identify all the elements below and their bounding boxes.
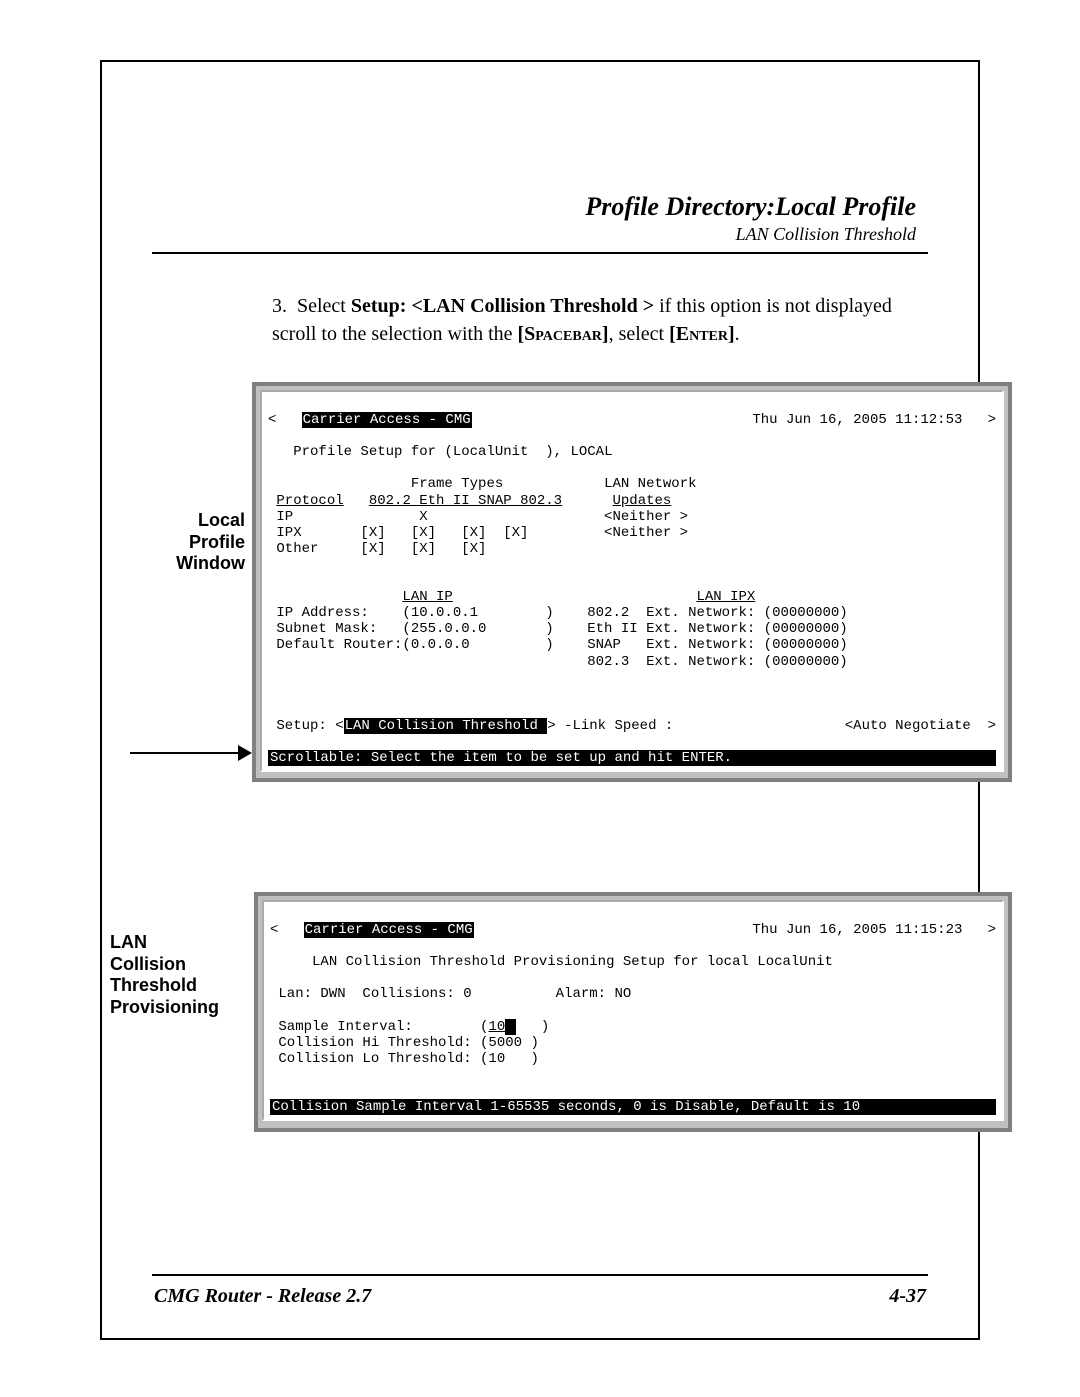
t1-lanipx-u: LAN IPX xyxy=(696,589,755,605)
t1-datetime-text: Thu Jun 16, 2005 11:12:53 xyxy=(752,412,962,428)
t1-ext8023: 802.3 Ext. Network: (00000000) xyxy=(276,654,847,670)
step-number: 3. xyxy=(272,295,287,317)
key-spacebar: [Spacebar] xyxy=(518,323,609,345)
rule-top xyxy=(152,252,928,254)
t1-row-ip: IP X <Neither > xyxy=(276,509,688,525)
label-local-profile-window: Local Profile Window xyxy=(120,510,245,575)
footer-left: CMG Router - Release 2.7 xyxy=(154,1285,371,1308)
t1-row-other: Other [X] [X] [X] xyxy=(276,541,486,557)
t2-bottombar: Collision Sample Interval 1-65535 second… xyxy=(270,1099,996,1115)
t1-ipaddr: IP Address: (10.0.0.1 ) 802.2 Ext. Netwo… xyxy=(276,605,847,621)
t1-setup-post: > -Link Speed : xyxy=(547,718,673,734)
rule-bottom xyxy=(152,1274,928,1276)
t2-cursor xyxy=(505,1019,515,1035)
terminal1-inner: < Carrier Access - CMG Thu Jun 16, 2005 1… xyxy=(260,390,1004,772)
page-frame: Profile Directory:Local Profile LAN Coll… xyxy=(100,60,980,1340)
label1-text: Local Profile Window xyxy=(176,510,245,573)
t2-hi[interactable]: Collision Hi Threshold: (5000 ) xyxy=(270,1035,539,1051)
t2-title-inv: Carrier Access - CMG xyxy=(304,922,474,938)
t1-row-ipx: IPX [X] [X] [X] [X] <Neither > xyxy=(276,525,688,541)
terminal2-inner: < Carrier Access - CMG Thu Jun 16, 2005 1… xyxy=(262,900,1004,1121)
t1-bottombar: Scrollable: Select the item to be set up… xyxy=(268,750,996,766)
label2-text: LAN Collision Threshold Provisioning xyxy=(110,932,219,1017)
t1-lannet: LAN Network xyxy=(604,476,696,492)
instruction-step: 3. Select Setup: <LAN Collision Threshol… xyxy=(272,292,918,348)
t2-status: Lan: DWN Collisions: 0 Alarm: NO xyxy=(270,986,631,1002)
t2-title-line: LAN Collision Threshold Provisioning Set… xyxy=(312,954,833,970)
t2-sample-u[interactable]: 10 xyxy=(488,1019,505,1035)
footer-page-number: 4-37 xyxy=(889,1285,926,1308)
terminal-local-profile: < Carrier Access - CMG Thu Jun 16, 2005 1… xyxy=(252,382,1012,782)
page-subtitle: LAN Collision Threshold xyxy=(736,224,916,245)
terminal-lan-collision: < Carrier Access - CMG Thu Jun 16, 2005 1… xyxy=(254,892,1012,1132)
t2-datetime-text: Thu Jun 16, 2005 11:15:23 xyxy=(752,922,962,938)
t1-setup-left: Setup: <LAN Collision Threshold > -Link … xyxy=(268,718,673,734)
t2-sample-pre: Sample Interval: ( xyxy=(270,1019,488,1035)
t1-frametypes: Frame Types xyxy=(411,476,503,492)
instr-prefix: Select xyxy=(297,295,351,317)
t1-lanip-u: LAN IP xyxy=(402,589,452,605)
t1-cols-u: 802.2 Eth II SNAP 802.3 xyxy=(369,493,562,509)
t1-setup-pre: Setup: < xyxy=(276,718,343,734)
t2-left: < Carrier Access - CMG xyxy=(270,922,474,938)
instr-bold1: Setup: <LAN Collision Threshold > xyxy=(351,295,654,317)
t2-titlebar: < Carrier Access - CMG Thu Jun 16, 2005 1… xyxy=(270,922,996,938)
t1-protocol-u: Protocol xyxy=(276,493,343,509)
t2-lo[interactable]: Collision Lo Threshold: (10 ) xyxy=(270,1051,539,1067)
t1-datetime: Thu Jun 16, 2005 11:12:53 > xyxy=(752,412,996,428)
page-inner: Profile Directory:Local Profile LAN Coll… xyxy=(102,62,978,1338)
page-title: Profile Directory:Local Profile xyxy=(585,192,916,222)
label-lan-collision-provisioning: LAN Collision Threshold Provisioning xyxy=(110,932,250,1018)
t1-title-inv: Carrier Access - CMG xyxy=(302,412,472,428)
instr-suffix: . xyxy=(735,323,740,345)
t1-defroute: Default Router:(0.0.0.0 ) SNAP Ext. Netw… xyxy=(276,637,847,653)
t1-subnet: Subnet Mask: (255.0.0.0 ) Eth II Ext. Ne… xyxy=(276,621,847,637)
t1-autoneg[interactable]: <Auto Negotiate > xyxy=(845,718,996,734)
t1-updates-u: Updates xyxy=(613,493,672,509)
t1-setup-inv[interactable]: LAN Collision Threshold xyxy=(344,718,548,734)
key-enter: [Enter] xyxy=(669,323,735,345)
t1-left: < Carrier Access - CMG xyxy=(268,412,472,428)
t2-sample-post: ) xyxy=(516,1019,550,1035)
arrow-icon xyxy=(130,752,250,754)
t1-setup-row: Setup: <LAN Collision Threshold > -Link … xyxy=(268,718,996,734)
instr-mid2: , select xyxy=(609,323,670,345)
t1-profile-line: Profile Setup for (LocalUnit ), LOCAL xyxy=(293,444,612,460)
t1-titlebar: < Carrier Access - CMG Thu Jun 16, 2005 1… xyxy=(268,412,996,428)
t2-datetime: Thu Jun 16, 2005 11:15:23 > xyxy=(752,922,996,938)
